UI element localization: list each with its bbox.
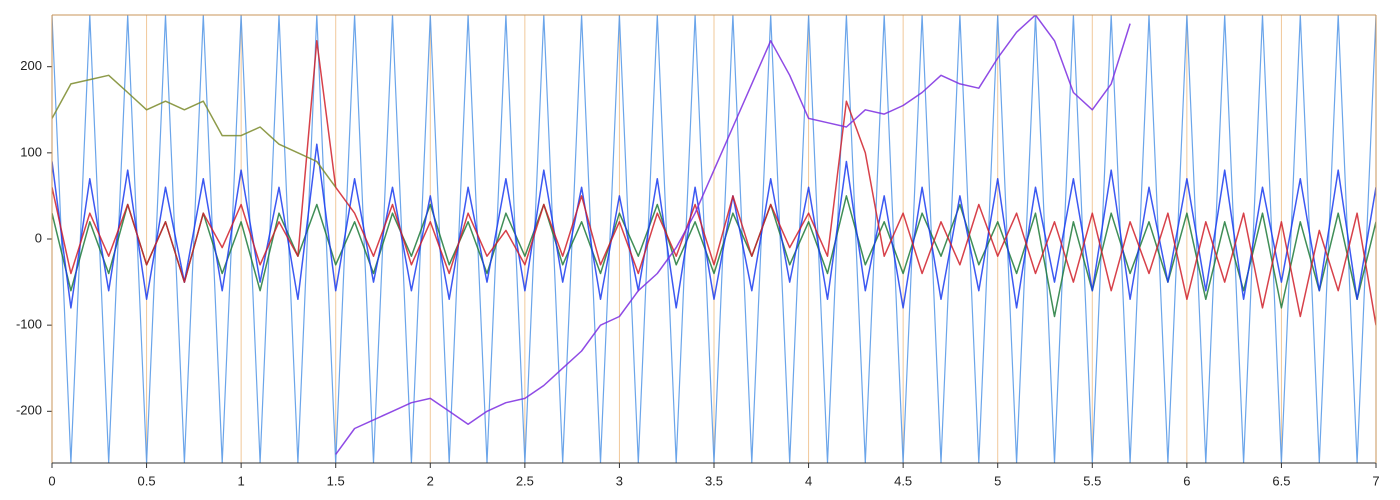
x-tick-label: 6.5 bbox=[1272, 473, 1290, 488]
y-tick-label: 200 bbox=[20, 58, 42, 73]
series-line bbox=[52, 15, 1376, 463]
y-tick-label: -100 bbox=[16, 317, 42, 332]
x-tick-label: 1 bbox=[238, 473, 245, 488]
x-tick-label: 5 bbox=[994, 473, 1001, 488]
x-tick-label: 2.5 bbox=[516, 473, 534, 488]
x-tick-label: 4.5 bbox=[894, 473, 912, 488]
x-tick-label: 4 bbox=[805, 473, 812, 488]
y-tick-label: 100 bbox=[20, 144, 42, 159]
series-line bbox=[52, 40, 1376, 326]
x-tick-label: 3.5 bbox=[705, 473, 723, 488]
x-tick-label: 3 bbox=[616, 473, 623, 488]
series-line bbox=[52, 143, 1376, 309]
y-tick-label: -200 bbox=[16, 403, 42, 418]
grid bbox=[51, 15, 1377, 463]
x-tick-label: 6 bbox=[1183, 473, 1190, 488]
x-tick-label: 1.5 bbox=[327, 473, 345, 488]
axes: 0 0.5 1 1.5 2 2.5 3 3.5 4 4.5 5 5.5 6 6.5 7 -200 -100 0 10… bbox=[16, 14, 1380, 488]
x-tick-label: 7 bbox=[1372, 473, 1379, 488]
series-line bbox=[52, 195, 1376, 318]
x-tick-label: 0.5 bbox=[138, 473, 156, 488]
y-tick-label: 0 bbox=[35, 230, 42, 245]
plot-area bbox=[52, 15, 1376, 463]
x-tick-label: 5.5 bbox=[1083, 473, 1101, 488]
series-line bbox=[52, 74, 337, 188]
x-tick-label: 2 bbox=[427, 473, 434, 488]
x-tick-label: 0 bbox=[48, 473, 55, 488]
series-line bbox=[335, 15, 1131, 455]
